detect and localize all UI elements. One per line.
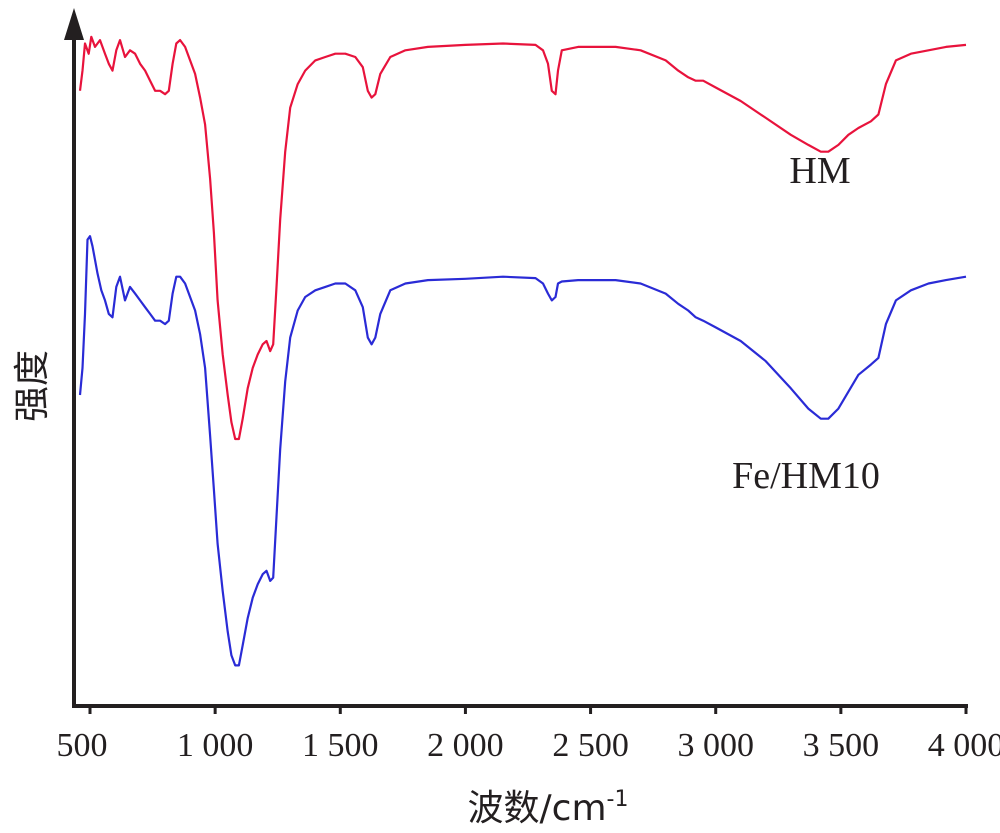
x-axis: 500 1 000 1 500 2 000 2 500 3 000 3 500 4 000: [57, 704, 1000, 764]
series-layer: [78, 35, 967, 667]
x-axis-title: 波数/cm-1: [468, 787, 629, 829]
x-tick-label-3000: 3 000: [677, 727, 754, 764]
y-axis-arrow-icon: [64, 8, 84, 40]
x-axis-title-main: 波数/cm: [468, 788, 607, 829]
x-axis-ticks: 500 1 000 1 500 2 000 2 500 3 000 3 500 4 000: [57, 706, 1000, 764]
y-axis-title: 强度: [12, 350, 53, 422]
series-label-fe-hm10: Fe/HM10: [732, 455, 880, 497]
x-tick-label-3500: 3 500: [803, 727, 880, 764]
x-tick-label-4000: 4 000: [928, 727, 1000, 764]
x-tick-label-1000: 1 000: [177, 727, 254, 764]
y-axis: [64, 8, 84, 706]
series-line-fe-hm10: [78, 235, 967, 667]
x-tick-label-2500: 2 500: [552, 727, 629, 764]
series-label-hm: HM: [789, 150, 850, 192]
series-line-hm: [78, 35, 967, 441]
x-tick-label-2000: 2 000: [427, 727, 504, 764]
x-tick-label-500: 500: [57, 727, 108, 764]
x-axis-title-superscript: -1: [607, 787, 629, 812]
x-tick-label-1500: 1 500: [302, 727, 379, 764]
